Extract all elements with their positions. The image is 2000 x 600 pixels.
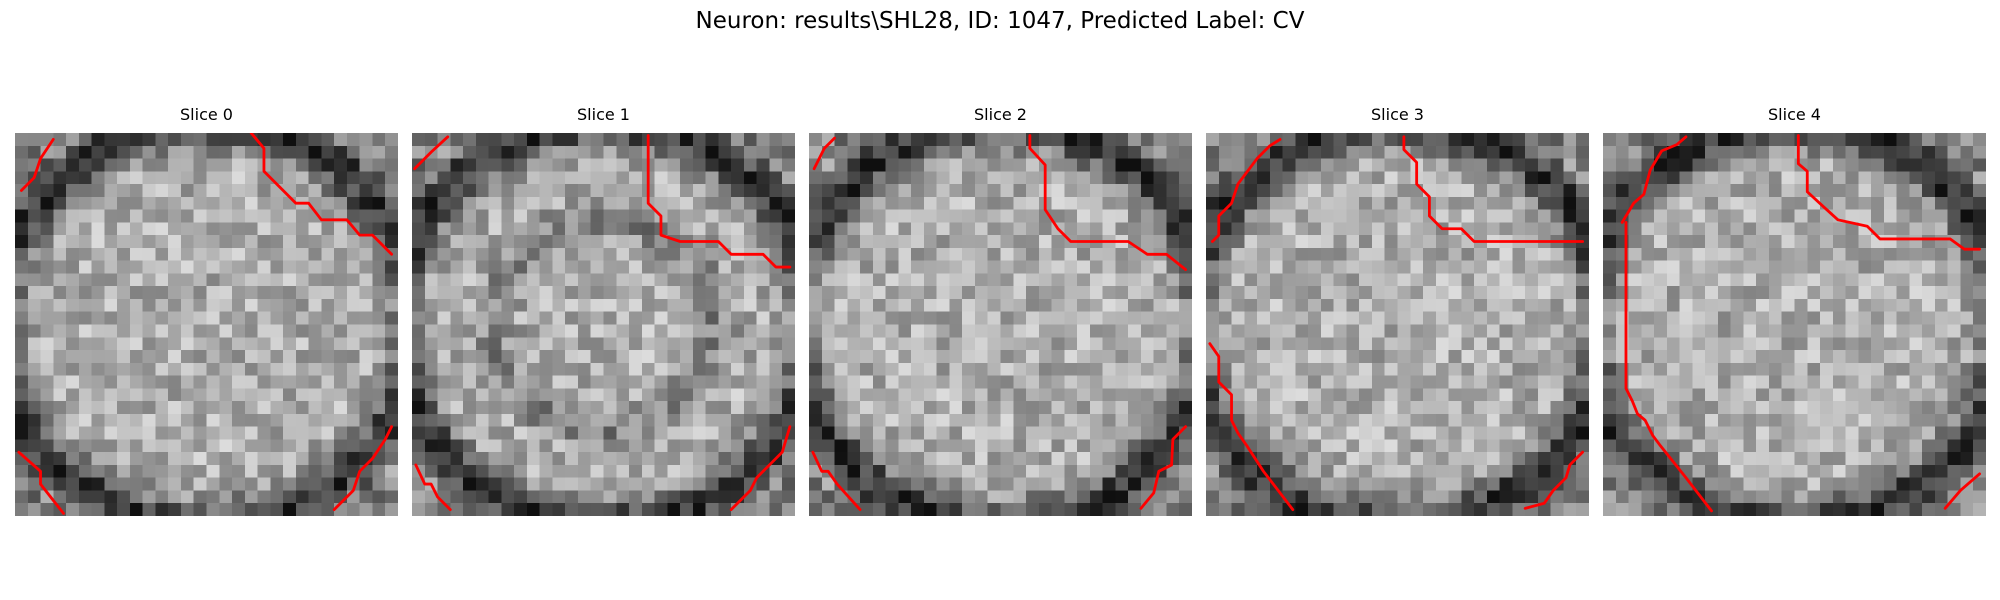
slice-image <box>1603 133 1986 516</box>
slice-panel-4: Slice 4 <box>1603 105 1986 516</box>
contour-line <box>1624 220 1713 513</box>
slice-image <box>412 133 795 516</box>
contour-line <box>1402 135 1585 243</box>
contour-line <box>729 425 792 512</box>
contour-line <box>414 463 452 512</box>
contour-line <box>413 135 450 171</box>
figure-title: Neuron: results\SHL28, ID: 1047, Predict… <box>695 8 1305 34</box>
contour-line <box>19 137 55 192</box>
contour-line <box>1210 137 1282 243</box>
slice-image <box>15 133 398 516</box>
slice-panel-0: Slice 0 <box>15 105 398 516</box>
contour-line <box>646 134 792 269</box>
contour-line <box>812 136 836 171</box>
contour-line <box>249 133 394 256</box>
slice-title: Slice 4 <box>1768 105 1821 124</box>
slice-panel-2: Slice 2 <box>809 105 1192 516</box>
contour-line <box>332 425 394 512</box>
slice-title: Slice 2 <box>974 105 1027 124</box>
slice-title: Slice 1 <box>577 105 630 124</box>
slice-title: Slice 3 <box>1371 105 1424 124</box>
contour-line <box>1943 472 1982 510</box>
slice-title: Slice 0 <box>180 105 233 124</box>
contour-line <box>1139 425 1188 510</box>
slice-panel-1: Slice 1 <box>412 105 795 516</box>
contour-line <box>1796 134 1982 251</box>
contour-line <box>1028 134 1188 272</box>
contour-line <box>1208 342 1295 512</box>
contour-line <box>811 450 862 512</box>
contour-line <box>1523 450 1585 510</box>
contour-line <box>17 450 65 515</box>
slice-panel-3: Slice 3 <box>1206 105 1589 516</box>
slice-image <box>1206 133 1589 516</box>
contour-line <box>1620 135 1688 224</box>
slice-image <box>809 133 1192 516</box>
